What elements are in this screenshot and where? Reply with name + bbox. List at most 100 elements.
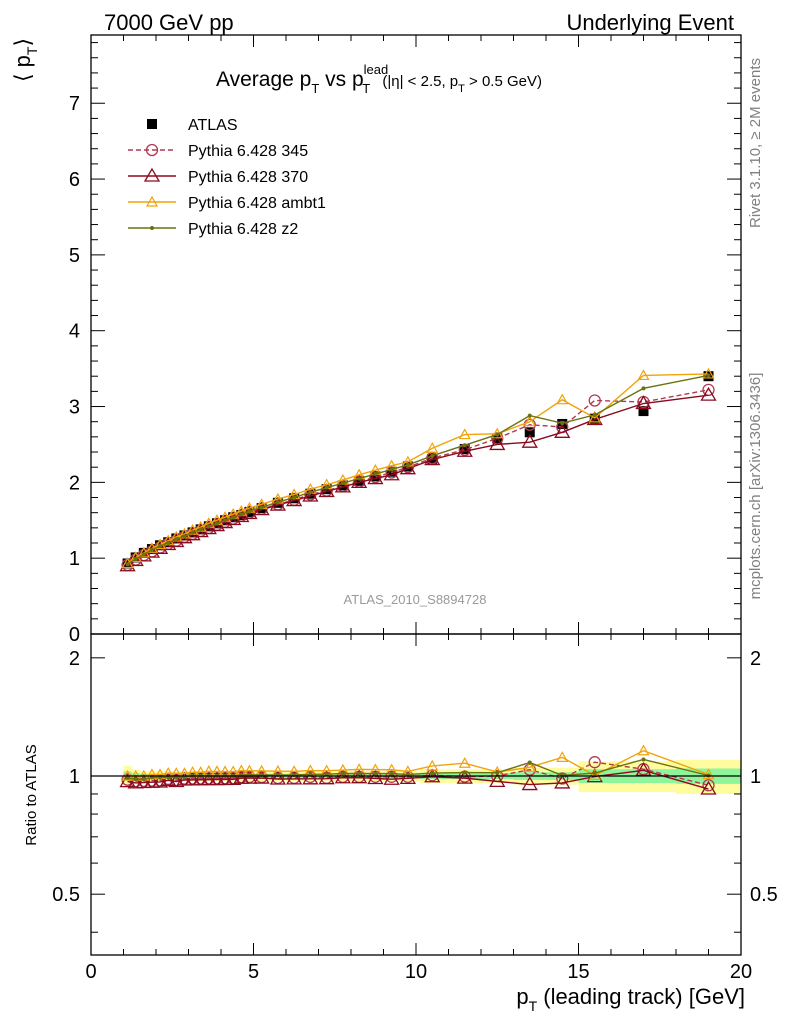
ratio-point-p370 <box>216 771 234 786</box>
series-ambt1 <box>121 367 715 781</box>
legend-entry-ATLAS: ATLAS <box>147 117 238 134</box>
data-point-z2 <box>560 421 565 426</box>
data-point-z2 <box>527 413 532 418</box>
data-point-z2 <box>182 534 187 539</box>
ratio-point-z2 <box>141 777 146 782</box>
data-point-z2 <box>158 544 163 549</box>
data-point-ATLAS <box>638 406 649 417</box>
ratio-point-p370 <box>318 770 335 785</box>
y-tick-label: 2 <box>69 472 80 494</box>
ratio-point-z2 <box>133 777 138 782</box>
ratio-point-z2 <box>462 770 467 775</box>
data-point-p370 <box>383 466 400 481</box>
ratio-point-p370 <box>143 773 161 788</box>
y-axis-label: ⟨ pT⟩ <box>10 38 40 82</box>
data-point-z2 <box>259 505 264 510</box>
ratio-panel-frame <box>90 633 742 956</box>
ratio-point-p370 <box>456 769 473 784</box>
series-p345 <box>121 383 715 792</box>
ratio-point-p345 <box>556 772 569 785</box>
ratio-point-p370 <box>399 770 417 784</box>
legend-label: Pythia 6.428 370 <box>188 169 308 186</box>
ratio-point-p370 <box>269 770 287 785</box>
ratio-point-p370 <box>192 771 209 786</box>
data-point-ambt1 <box>556 393 569 405</box>
data-point-ATLAS <box>524 427 535 438</box>
ratio-point-ambt1 <box>588 769 601 781</box>
data-point-z2 <box>641 386 646 391</box>
data-point-ATLAS <box>459 443 470 454</box>
data-point-p370 <box>334 478 352 493</box>
ratio-point-z2 <box>560 773 565 778</box>
ratio-point-p345 <box>702 779 715 792</box>
side-label-bottom: mcplots.cern.ch [arXiv:1306.3436] <box>747 373 764 600</box>
ratio-point-p370 <box>160 771 177 786</box>
data-point-z2 <box>231 515 236 520</box>
data-point-p370 <box>424 451 441 466</box>
data-point-z2 <box>430 453 435 458</box>
data-point-z2 <box>125 562 130 567</box>
legend-entry-z2: Pythia 6.428 z2 <box>128 221 298 238</box>
data-point-p345 <box>523 418 536 431</box>
ratio-point-p370 <box>176 771 193 786</box>
data-point-ambt1 <box>637 369 650 381</box>
ratio-point-z2 <box>125 775 130 780</box>
data-point-p370 <box>318 483 335 498</box>
series-line-p345 <box>127 389 709 566</box>
data-point-ATLAS <box>427 453 438 464</box>
header-right: Underlying Event <box>566 10 734 35</box>
data-point-p370 <box>456 442 473 457</box>
watermark: ATLAS_2010_S8894728 <box>344 592 487 607</box>
data-point-z2 <box>149 547 154 552</box>
data-point-z2 <box>324 485 329 490</box>
ratio-point-z2 <box>324 772 329 777</box>
ratio-point-z2 <box>592 771 597 776</box>
ratio-point-z2 <box>430 771 435 776</box>
x-tick-label: 10 <box>405 961 427 983</box>
data-point-z2 <box>133 556 138 561</box>
data-point-p370 <box>302 487 319 502</box>
ratio-point-p370 <box>302 770 319 785</box>
y-tick-label: 3 <box>69 397 80 419</box>
data-point-z2 <box>308 490 313 495</box>
data-point-p345 <box>588 394 601 407</box>
ratio-point-z2 <box>641 757 646 762</box>
ratio-y-axis-label: Ratio to ATLAS <box>23 744 40 845</box>
data-point-z2 <box>223 518 228 523</box>
data-point-ATLAS <box>354 475 365 486</box>
x-tick-label: 5 <box>248 961 259 983</box>
data-point-z2 <box>141 552 146 557</box>
data-point-z2 <box>357 476 362 481</box>
data-point-ATLAS <box>386 466 397 477</box>
ratio-point-p370 <box>383 770 400 785</box>
side-label-top: Rivet 3.1.10, ≥ 2M events <box>747 58 764 228</box>
data-point-z2 <box>174 537 179 542</box>
data-point-ambt1 <box>588 411 601 423</box>
ratio-point-p370 <box>184 771 201 786</box>
ratio-point-p370 <box>285 770 303 785</box>
ratio-y-tick-label-right: 2 <box>750 648 761 670</box>
y-tick-label: 7 <box>69 93 80 115</box>
ratio-point-z2 <box>340 771 345 776</box>
data-point-p370 <box>700 386 717 401</box>
ratio-point-z2 <box>389 771 394 776</box>
legend-entry-p345: Pythia 6.428 345 <box>128 143 308 160</box>
ratio-point-ambt1 <box>426 759 439 771</box>
y-tick-label: 5 <box>69 245 80 267</box>
data-point-z2 <box>706 373 711 378</box>
data-point-p370 <box>521 433 538 448</box>
x-tick-label: 15 <box>567 961 589 983</box>
ratio-point-p370 <box>635 762 652 776</box>
ratio-point-p370 <box>489 773 506 788</box>
header-left: 7000 GeV pp <box>104 10 234 35</box>
data-point-ATLAS <box>337 480 348 491</box>
ratio-point-p370 <box>208 771 226 786</box>
ratio-point-p370 <box>334 769 352 784</box>
ratio-point-ambt1 <box>702 768 715 780</box>
ratio-point-ambt1 <box>523 761 536 772</box>
ratio-point-z2 <box>308 772 313 777</box>
ratio-point-p370 <box>700 780 717 795</box>
data-point-ambt1 <box>145 542 158 553</box>
data-point-z2 <box>462 443 467 448</box>
